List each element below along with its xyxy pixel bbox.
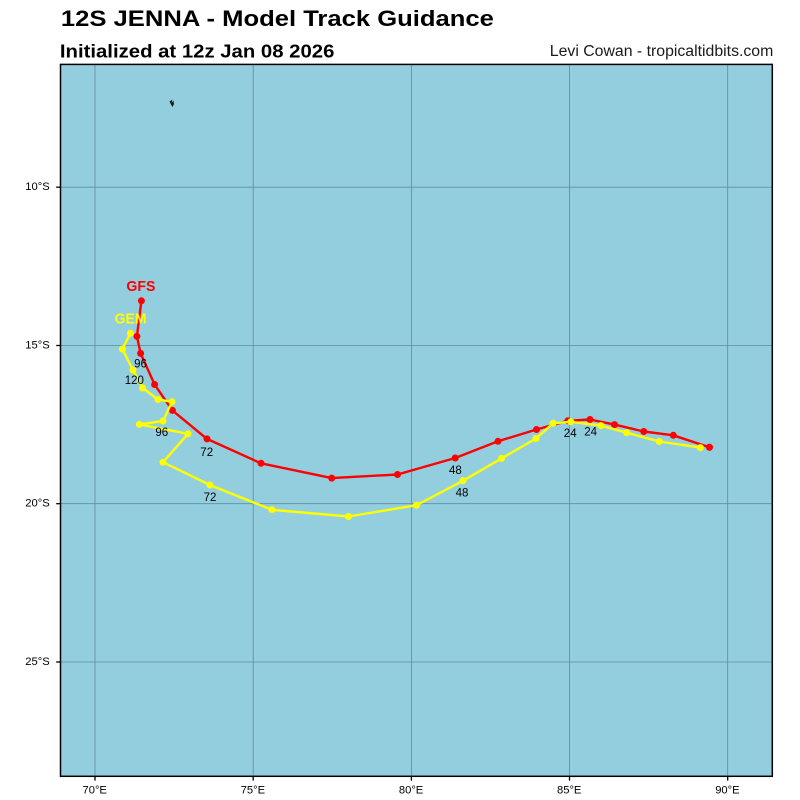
svg-text:Levi Cowan - tropicaltidbits.c: Levi Cowan - tropicaltidbits.com — [550, 43, 774, 60]
svg-text:Initialized at 12z Jan 08 2026: Initialized at 12z Jan 08 2026 — [60, 40, 335, 61]
svg-text:90°E: 90°E — [715, 785, 739, 797]
svg-text:48: 48 — [456, 488, 469, 500]
svg-text:12S JENNA - Model Track Guidan: 12S JENNA - Model Track Guidance — [61, 6, 494, 31]
svg-text:48: 48 — [449, 465, 462, 477]
svg-text:24: 24 — [564, 428, 577, 440]
svg-text:75°E: 75°E — [241, 785, 265, 797]
svg-text:20°S: 20°S — [25, 498, 49, 510]
svg-text:25°S: 25°S — [25, 656, 49, 668]
svg-text:72: 72 — [204, 492, 217, 504]
svg-text:96: 96 — [134, 358, 147, 370]
svg-text:15°S: 15°S — [25, 340, 49, 352]
svg-text:24: 24 — [584, 426, 597, 438]
svg-text:72: 72 — [200, 447, 213, 459]
svg-text:10°S: 10°S — [25, 181, 49, 193]
svg-text:GEM: GEM — [115, 312, 147, 328]
svg-text:70°E: 70°E — [83, 785, 107, 797]
svg-text:120: 120 — [125, 375, 144, 387]
svg-text:96: 96 — [155, 427, 168, 439]
svg-text:80°E: 80°E — [399, 785, 423, 797]
svg-text:GFS: GFS — [126, 279, 155, 295]
svg-text:85°E: 85°E — [557, 785, 581, 797]
